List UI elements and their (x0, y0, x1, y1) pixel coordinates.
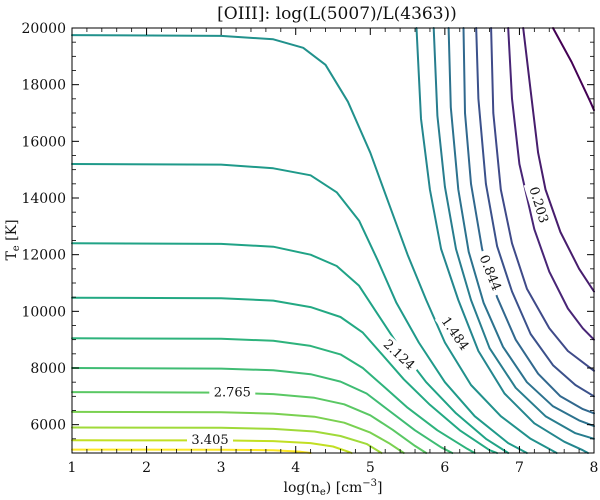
contour-line-2 (522, 27, 595, 293)
contour-line-20 (71, 448, 312, 454)
y-tick-labels: 6000 8000 10000 12000 14000 16000 18000 20000 (21, 21, 66, 434)
contour-line-8 (432, 27, 595, 440)
y-tick-label: 18000 (21, 78, 66, 94)
contour-line-7 (447, 27, 595, 428)
y-tick-label: 10000 (21, 304, 66, 320)
contour-line-12 (71, 242, 510, 454)
contour-label-text: 3.405 (191, 433, 228, 448)
contour-line-9 (415, 27, 589, 454)
contour-label-gap (376, 333, 422, 377)
y-tick-label: 12000 (21, 248, 66, 264)
y-tick-label: 14000 (21, 191, 66, 207)
x-tick-label: 3 (217, 460, 226, 476)
contour-line-10 (71, 34, 558, 454)
contour-line-17 (71, 410, 405, 454)
contour-line-4 (490, 27, 595, 372)
contour-label-gap (523, 180, 554, 230)
y-axis-title: Te [K] (4, 219, 22, 260)
contour-label-5: 2.765 (209, 384, 256, 402)
contour-line-5 (475, 27, 595, 398)
contour-line-18 (71, 426, 383, 454)
contour-label-gap (473, 248, 507, 298)
contour-line-16 (71, 391, 428, 454)
axis-ticks (71, 27, 595, 454)
x-tick-label: 1 (68, 460, 77, 476)
plot-frame (71, 27, 595, 454)
contour-label-2: 0.844 (473, 248, 507, 298)
x-axis-title: log(ne) [cm−3] (284, 478, 383, 498)
x-tick-label: 5 (366, 460, 375, 476)
x-tick-labels: 1 2 3 4 5 6 7 8 (68, 460, 599, 476)
y-tick-label: 8000 (30, 361, 66, 377)
chart-title: [OIII]: log(L(5007)/L(4363)) (217, 4, 457, 24)
contour-lines (71, 27, 595, 454)
contour-line-6 (462, 27, 595, 415)
x-tick-label: 8 (590, 460, 599, 476)
contour-label-6: 3.405 (187, 431, 233, 449)
y-tick-label: 20000 (21, 21, 66, 37)
y-tick-label: 16000 (21, 134, 66, 150)
x-tick-label: 6 (440, 460, 449, 476)
contour-label-text: 2.765 (214, 386, 251, 401)
contour-line-3 (507, 27, 595, 341)
contour-line-13 (71, 296, 499, 454)
contour-label-gap (187, 431, 233, 449)
x-tick-label: 2 (142, 460, 151, 476)
contour-line-15 (71, 367, 454, 454)
x-tick-label: 7 (515, 460, 524, 476)
contour-line-11 (71, 163, 528, 454)
contour-line-14 (71, 337, 476, 454)
contour-label-gap (209, 384, 256, 402)
contour-label-gap (434, 309, 476, 358)
y-tick-label: 6000 (30, 418, 66, 434)
contour-line-1 (552, 27, 595, 112)
x-tick-label: 4 (291, 460, 300, 476)
